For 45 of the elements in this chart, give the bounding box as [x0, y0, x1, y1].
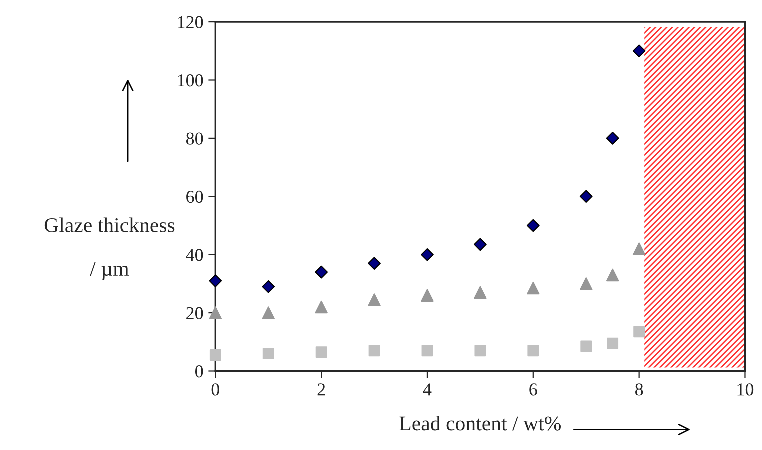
point	[316, 346, 328, 358]
x-tick-label: 0	[212, 384, 220, 396]
x-tick-label: 4	[423, 384, 432, 396]
point	[368, 294, 381, 306]
point	[209, 274, 222, 288]
point	[580, 340, 592, 352]
y-tick-label: 0	[196, 366, 204, 378]
point	[315, 300, 328, 314]
point	[634, 326, 646, 338]
point	[315, 266, 328, 279]
point	[474, 238, 487, 252]
x-tick-label: 8	[635, 384, 644, 396]
point	[526, 219, 540, 232]
point	[632, 44, 646, 58]
text: Glaze thickness / µm	[44, 218, 175, 280]
x-tick-label: 10	[738, 384, 754, 396]
point	[474, 345, 486, 357]
point	[527, 282, 540, 295]
point	[421, 289, 434, 302]
point	[606, 268, 620, 282]
point	[262, 280, 276, 294]
point	[262, 348, 274, 360]
point	[607, 338, 619, 350]
x-tick-label: 2	[318, 384, 326, 396]
y-tick-label: 80	[186, 132, 204, 145]
point	[421, 248, 434, 262]
x-tick-label: 6	[530, 384, 538, 396]
point	[210, 350, 222, 361]
point	[474, 286, 487, 300]
y-tick-label: 100	[178, 74, 204, 87]
point	[632, 242, 646, 256]
y-tick-label: 40	[186, 249, 204, 262]
point	[368, 257, 381, 270]
point	[422, 345, 434, 357]
x-axis-title: Lead content / wt%	[400, 416, 562, 431]
y-tick-label: 20	[186, 307, 204, 320]
point	[368, 345, 380, 357]
point	[580, 190, 593, 204]
point	[528, 345, 540, 357]
point	[209, 306, 222, 320]
point	[606, 132, 620, 145]
y-tick-label: 60	[186, 190, 204, 204]
y-tick-label: 120	[178, 16, 204, 28]
point	[262, 306, 275, 320]
point	[580, 278, 593, 290]
